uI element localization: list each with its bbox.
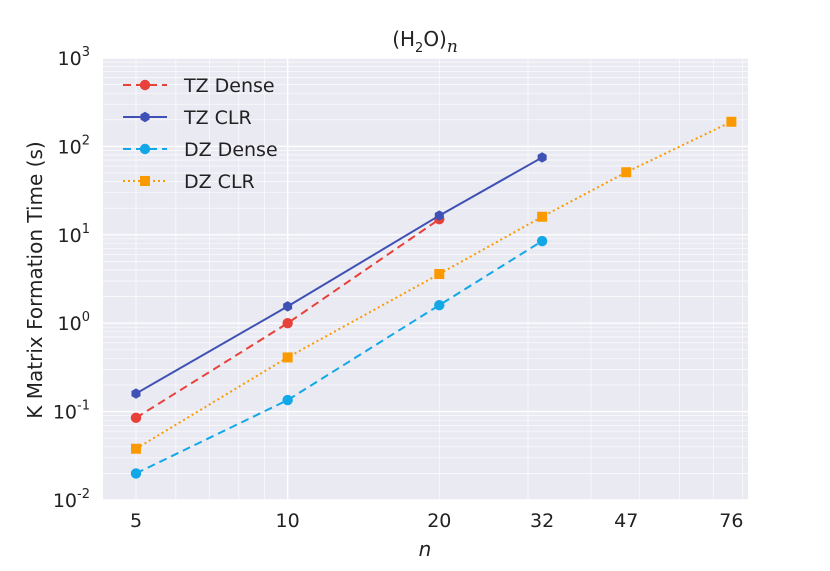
legend-marker <box>140 176 150 186</box>
y-tick-label: 10-1 <box>53 399 90 424</box>
data-point <box>130 443 141 454</box>
data-point <box>537 211 548 222</box>
series-dz-clr <box>130 116 737 454</box>
legend-item: TZ CLR <box>123 107 252 129</box>
x-tick-label: 47 <box>614 510 638 532</box>
data-point <box>536 235 548 247</box>
data-point <box>434 299 445 311</box>
chart-title: (H2O)n <box>392 27 458 57</box>
data-point <box>621 167 632 178</box>
data-point <box>434 210 444 221</box>
data-point <box>283 301 293 312</box>
series-line <box>135 240 543 475</box>
data-point <box>434 269 445 280</box>
data-point <box>726 116 737 127</box>
data-point <box>282 352 293 363</box>
data-point <box>282 394 293 406</box>
data-point <box>282 318 293 329</box>
axes: 5 10 20 32 47 76 10-2 10-1 100 101 102 103 <box>53 45 744 532</box>
legend-marker <box>139 143 151 155</box>
legend-item: TZ Dense <box>123 75 275 97</box>
legend-item: DZ CLR <box>123 171 255 193</box>
x-axis-label: n <box>419 537 432 561</box>
y-tick-label: 103 <box>58 45 90 70</box>
grid <box>103 57 748 501</box>
legend-label: DZ Dense <box>184 139 278 161</box>
x-tick-label: 20 <box>427 510 451 532</box>
y-axis-label: K Matrix Formation Time (s) <box>23 141 47 418</box>
data-point <box>130 468 142 479</box>
series-line <box>135 156 543 395</box>
plot-background <box>103 58 748 500</box>
y-tick-label: 101 <box>58 222 90 247</box>
series-layer <box>130 116 737 479</box>
series-line <box>135 218 440 419</box>
legend-marker <box>140 111 150 123</box>
series-dz-dense <box>130 235 548 479</box>
y-tick-label: 102 <box>58 133 90 158</box>
legend-label: TZ CLR <box>183 107 252 129</box>
data-point <box>537 152 547 163</box>
x-tick-label: 76 <box>719 510 743 532</box>
x-tick-label: 5 <box>130 510 142 532</box>
y-tick-label: 100 <box>58 310 90 335</box>
legend-marker <box>139 79 151 91</box>
series-tz-clr <box>131 152 547 399</box>
x-tick-label: 32 <box>530 510 554 532</box>
legend-item: DZ Dense <box>123 139 278 161</box>
data-point <box>131 388 141 399</box>
x-tick-label: 10 <box>276 510 300 532</box>
data-point <box>130 412 142 424</box>
legend-label: TZ Dense <box>183 75 275 97</box>
y-tick-label: 10-2 <box>53 487 90 512</box>
legend-label: DZ CLR <box>184 171 255 193</box>
legend: TZ Dense TZ CLR DZ Dense DZ CLR <box>123 75 278 193</box>
